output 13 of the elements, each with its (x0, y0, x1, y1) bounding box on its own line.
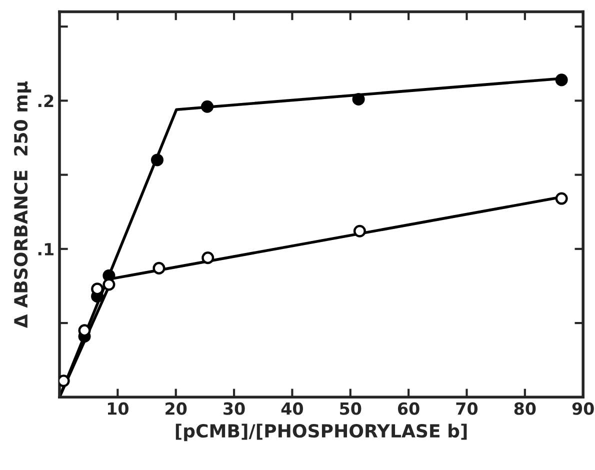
x-tick-label: 60 (398, 402, 420, 415)
x-tick-label: 10 (108, 402, 128, 415)
x-axis-title: [pCMB]/[PHOSPHORYLASE b] (176, 424, 467, 442)
x-tick-label: 30 (224, 402, 245, 415)
x-tick-label: 70 (456, 402, 478, 415)
y-tick-label: .1 (38, 243, 54, 256)
x-tick-label: 20 (166, 402, 187, 415)
y-axis-title: Δ ABSORBANCE 250 mμ (14, 81, 32, 328)
x-tick-label: 40 (281, 402, 304, 415)
x-tick-label: 50 (340, 402, 362, 415)
x-tick-label: 80 (514, 402, 536, 415)
y-tick-label: .2 (38, 94, 54, 108)
x-tick-label: 90 (572, 402, 594, 415)
